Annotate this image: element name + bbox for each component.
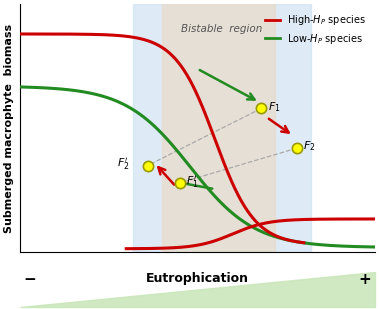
X-axis label: Eutrophication: Eutrophication (146, 272, 249, 285)
Y-axis label: Submerged macrophyte  biomass: Submerged macrophyte biomass (4, 24, 14, 233)
Legend: High-$H_P$ species, Low-$H_P$ species: High-$H_P$ species, Low-$H_P$ species (261, 9, 370, 50)
Point (258, 106, 264, 111)
Text: $F_1'$: $F_1'$ (186, 173, 199, 189)
Point (177, 180, 183, 185)
Text: +: + (359, 272, 371, 287)
Point (294, 146, 300, 151)
Text: $F_1$: $F_1$ (268, 100, 280, 113)
Text: $F_2$: $F_2$ (303, 139, 316, 153)
Bar (133, 4, 311, 252)
Text: $F_2'$: $F_2'$ (117, 156, 130, 172)
Point (144, 163, 150, 168)
Text: Bistable  region: Bistable region (182, 24, 263, 34)
Polygon shape (20, 272, 375, 307)
Text: −: − (23, 272, 36, 287)
Bar (162, 4, 276, 252)
